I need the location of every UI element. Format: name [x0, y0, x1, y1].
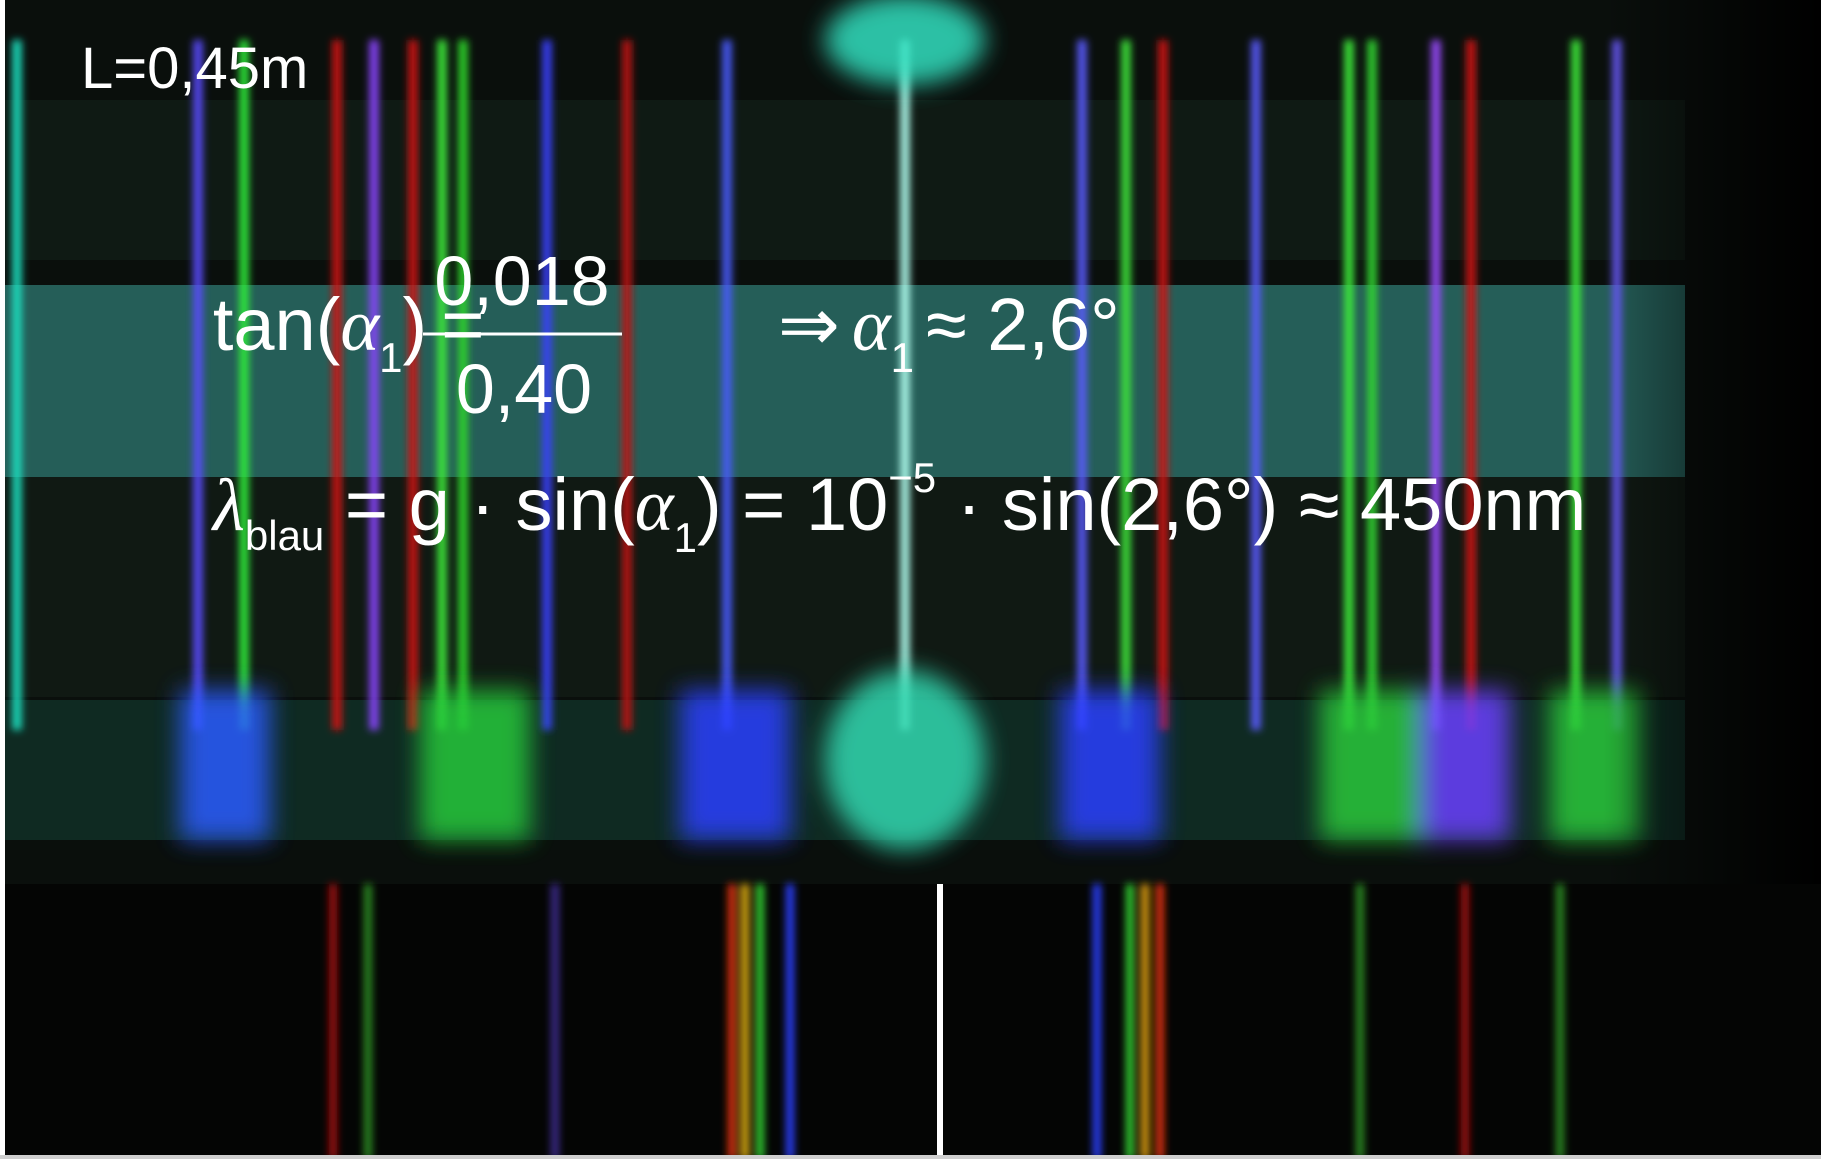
equation-wavelength: λblau = g · sin(α1) = 10−5 · sin(2,6°) ≈…	[110, 454, 1648, 561]
fraction-numerator: 0,018	[434, 242, 609, 320]
eq-superscript: −5	[888, 454, 936, 501]
eq-symbol: α	[635, 465, 676, 547]
eq-subscript: 1	[891, 334, 914, 381]
eq-text: )	[403, 283, 428, 366]
eq-text: tan(	[213, 283, 341, 366]
eq-symbol: α	[852, 285, 893, 367]
slide: L=0,45m tan(α1)= 0,018 0,40 ⇒α1≈ 2,6° λb…	[0, 0, 1821, 1159]
eq-text: ) = 10	[697, 463, 888, 546]
eq-subscript: 1	[674, 514, 697, 561]
spectrum-strip	[0, 884, 1821, 1159]
eq-symbol: α	[340, 285, 381, 367]
spectrum-photo	[5, 0, 1821, 884]
eq-symbol: λ	[211, 465, 245, 547]
eq-text: ≈ 2,6°	[926, 283, 1120, 366]
fraction-denominator: 0,40	[456, 350, 592, 428]
eq-text: = g · sin(	[324, 463, 635, 546]
eq-subscript: 1	[379, 334, 402, 381]
eq-text: · sin(2,6°) ≈ 450nm	[936, 463, 1586, 546]
eq-symbol: ⇒	[778, 283, 840, 366]
eq-subscript: blau	[245, 512, 324, 559]
distance-label: L=0,45m	[81, 36, 308, 101]
